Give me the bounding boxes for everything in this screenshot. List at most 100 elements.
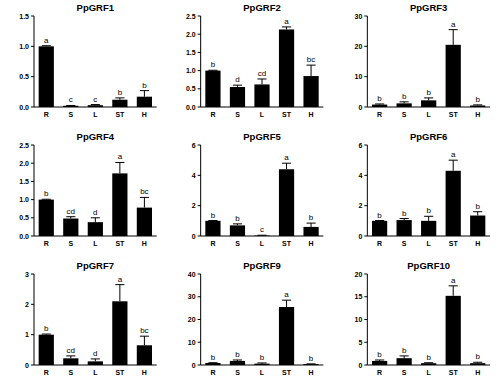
- y-tick: [364, 236, 367, 237]
- y-tick: [31, 107, 34, 108]
- y-tick-label: 0.5: [186, 85, 196, 92]
- error-cap: [42, 199, 51, 200]
- y-axis: [34, 274, 35, 365]
- x-tick-label: R: [44, 369, 49, 376]
- x-axis: [367, 365, 490, 366]
- bar: [279, 169, 294, 236]
- x-tick-label: S: [68, 369, 73, 376]
- y-tick: [198, 52, 201, 53]
- bar: [372, 221, 387, 236]
- error-bar: [282, 27, 291, 30]
- x-tick-label: R: [377, 111, 382, 118]
- error-bar: [307, 363, 316, 364]
- bar: [303, 76, 318, 107]
- bar: [63, 358, 78, 365]
- x-tick-label: R: [210, 240, 215, 247]
- y-tick: [364, 205, 367, 206]
- y-tick: [31, 304, 34, 305]
- error-cap: [473, 211, 482, 212]
- y-tick: [198, 70, 201, 71]
- y-tick-label: 0.0: [19, 233, 29, 240]
- y-tick: [198, 88, 201, 89]
- error-bar: [473, 362, 482, 364]
- bar: [230, 87, 245, 107]
- bar: [421, 221, 436, 236]
- error-cap: [140, 336, 149, 337]
- error-cap: [307, 223, 316, 224]
- x-tick-label: ST: [282, 111, 292, 118]
- significance-letter: b: [426, 88, 431, 97]
- significance-letter: b: [377, 350, 382, 359]
- error-cap: [140, 90, 149, 91]
- bar: [63, 219, 78, 236]
- x-axis: [201, 365, 324, 366]
- x-tick-label: R: [210, 369, 215, 376]
- error-cap: [66, 355, 75, 356]
- significance-letter: bc: [140, 187, 148, 196]
- y-tick-label: 4: [358, 172, 362, 179]
- bar: [137, 345, 152, 365]
- y-tick: [364, 16, 367, 17]
- significance-letter: bc: [140, 326, 148, 335]
- x-tick-label: R: [210, 111, 215, 118]
- bar: [205, 71, 220, 107]
- error-bar: [449, 286, 458, 296]
- error-cap: [115, 284, 124, 285]
- x-tick-label: H: [475, 240, 480, 247]
- y-axis: [34, 16, 35, 107]
- significance-letter: a: [451, 150, 456, 159]
- y-tick: [364, 145, 367, 146]
- error-bar: [91, 104, 100, 106]
- x-tick-label: H: [475, 369, 480, 376]
- y-axis: [367, 145, 368, 236]
- error-bar: [257, 79, 266, 84]
- error-line: [428, 216, 429, 221]
- marks: [372, 286, 485, 365]
- x-tick-label: R: [377, 369, 382, 376]
- error-cap: [66, 216, 75, 217]
- error-bar: [140, 197, 149, 207]
- bar: [137, 208, 152, 236]
- significance-letter: a: [284, 153, 289, 162]
- y-tick: [364, 296, 367, 297]
- bar: [397, 358, 412, 365]
- x-tick-label: L: [427, 111, 432, 118]
- y-tick-label: 10: [188, 339, 196, 346]
- error-line: [119, 162, 120, 173]
- y-tick-label: 0: [358, 233, 362, 240]
- y-tick-label: 6: [192, 142, 196, 149]
- bar: [446, 45, 461, 107]
- bar: [88, 361, 103, 365]
- significance-letter: cd: [67, 207, 75, 216]
- error-cap: [42, 45, 51, 46]
- x-tick-label: ST: [449, 240, 459, 247]
- bar: [397, 220, 412, 236]
- y-tick: [198, 274, 201, 275]
- error-line: [119, 285, 120, 302]
- error-cap: [473, 362, 482, 363]
- significance-letter: a: [284, 290, 289, 299]
- x-tick-label: S: [68, 240, 73, 247]
- error-bar: [115, 285, 124, 302]
- significance-letter: b: [211, 211, 216, 220]
- x-tick-label: L: [260, 369, 265, 376]
- x-tick-label: S: [402, 240, 407, 247]
- error-cap: [282, 300, 291, 301]
- x-tick-label: H: [475, 111, 480, 118]
- x-axis: [34, 107, 157, 108]
- error-cap: [424, 97, 433, 98]
- error-cap: [208, 362, 217, 363]
- error-bar: [115, 162, 124, 173]
- error-bar: [66, 356, 75, 358]
- y-tick-label: 30: [355, 13, 363, 20]
- y-tick-label: 0: [358, 104, 362, 111]
- x-tick-label: ST: [449, 111, 459, 118]
- bar: [112, 100, 127, 107]
- significance-letter: d: [93, 349, 97, 358]
- marks: [372, 160, 485, 236]
- error-line: [262, 79, 263, 84]
- error-line: [286, 163, 287, 169]
- y-axis: [34, 145, 35, 236]
- y-tick: [198, 107, 201, 108]
- error-bar: [424, 362, 433, 363]
